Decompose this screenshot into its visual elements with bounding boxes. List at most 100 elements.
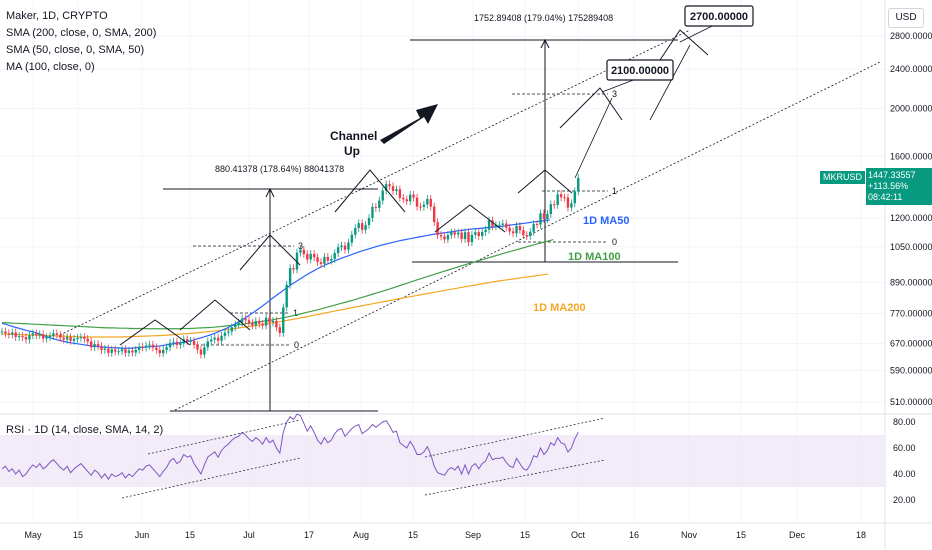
measure-arrowhead (265, 187, 275, 198)
candle (134, 349, 137, 353)
candle (498, 224, 501, 226)
time-tick-label: Sep (465, 530, 481, 540)
target-2100-label: 2100.00000 (611, 65, 669, 77)
candle (0, 331, 4, 333)
candle (350, 234, 354, 243)
rsi-band (0, 435, 885, 487)
candle (141, 346, 144, 348)
rsi-legend[interactable]: RSI · 1D (14, close, SMA, 14, 2) (6, 424, 164, 436)
channel-label: Channel (330, 129, 377, 143)
time-tick-label: 15 (73, 530, 83, 540)
candle (515, 225, 518, 234)
price-axis[interactable]: 510.00000 590.00000 670.00000 770.00000 890.… (890, 31, 932, 505)
candle (282, 307, 285, 334)
chart-annotations: 2100.00000 2700.00000 880.41378 (178.64%) … (119, 5, 754, 346)
candle (419, 206, 422, 208)
candle (251, 322, 254, 326)
candle (460, 232, 463, 239)
time-tick-label: Dec (789, 530, 806, 540)
candle (158, 349, 161, 354)
candle (532, 224, 535, 232)
sma50-legend[interactable]: SMA (50, close, 0, SMA, 50) (6, 44, 145, 56)
candle (59, 334, 62, 338)
ma50-label: 1D MA50 (583, 215, 629, 227)
candle (577, 177, 580, 192)
sma200-legend[interactable]: SMA (200, close, 0, SMA, 200) (6, 27, 157, 39)
target-2700-label: 2700.00000 (690, 11, 748, 23)
candle (17, 336, 21, 338)
rsi-tick-label: 40.00 (893, 469, 916, 479)
candle (62, 337, 65, 340)
currency-button[interactable]: USD (888, 8, 924, 28)
candle (24, 337, 28, 340)
rsi-pane (0, 413, 885, 499)
fractal-pattern (517, 169, 573, 194)
candle (196, 344, 199, 350)
price-tick-label: 2400.00000 (890, 64, 932, 74)
candle (230, 327, 234, 332)
candle (405, 199, 408, 202)
candle (559, 194, 563, 198)
symbol-label: MKRUSD (820, 171, 866, 184)
candle (258, 321, 261, 324)
projection-arrow (649, 44, 691, 121)
candle (299, 249, 302, 253)
countdown: 08:42:11 (868, 192, 903, 202)
candle (539, 213, 542, 225)
price-tick-label: 670.00000 (890, 338, 932, 348)
candle (264, 317, 268, 326)
callout-pointer (601, 79, 634, 93)
candle (144, 345, 148, 348)
candle (436, 222, 439, 236)
time-tick-label: Jul (243, 530, 255, 540)
price-tick-label: 510.00000 (890, 397, 932, 407)
chart-drawings: 310310 (59, 29, 881, 412)
price-tick-label: 1600.00000 (890, 151, 932, 161)
candle (522, 230, 525, 236)
candle (234, 324, 237, 328)
candle (381, 190, 384, 201)
candle (525, 235, 528, 237)
candle (367, 217, 371, 226)
candle (371, 206, 374, 218)
rsi-tick-label: 20.00 (893, 495, 916, 505)
time-tick-label: 15 (736, 530, 746, 540)
projection-fractal (559, 87, 623, 129)
candle (155, 347, 158, 350)
candle (151, 344, 155, 348)
fractal-pattern (179, 299, 251, 331)
candle (491, 220, 494, 227)
candle (35, 333, 38, 336)
candle (240, 318, 244, 323)
last-price: 1447.33557 (868, 170, 916, 180)
candle (508, 227, 511, 232)
candle (275, 320, 278, 328)
time-tick-label: May (24, 530, 42, 540)
candle (213, 337, 216, 340)
candle (182, 339, 185, 344)
time-axis[interactable]: May 15 Jun 15 Jul 17 Aug 15 Sep 15 Oct 16 Nov 15 Dec 18 (24, 530, 866, 540)
candle (138, 346, 141, 350)
candle (223, 332, 227, 336)
measure-arrowhead (540, 38, 550, 49)
rsi-trendline (121, 457, 301, 499)
candle (4, 331, 7, 334)
candle (55, 333, 59, 335)
candle (391, 186, 395, 192)
candle (295, 252, 299, 270)
candle (216, 337, 220, 341)
chart-title[interactable]: Maker, 1D, CRYPTO (6, 10, 108, 22)
candle (326, 256, 330, 261)
rsi-tick-label: 60.00 (893, 443, 916, 453)
candle (333, 253, 336, 260)
candle (467, 232, 470, 243)
candle (41, 334, 45, 339)
rsi-line (1, 413, 579, 481)
ma100-legend[interactable]: MA (100, close, 0) (6, 61, 95, 73)
channel-label: Up (344, 144, 360, 158)
candle (199, 349, 203, 355)
price-tick-label: 770.00000 (890, 308, 932, 318)
candle (100, 345, 103, 350)
candle (117, 351, 120, 353)
